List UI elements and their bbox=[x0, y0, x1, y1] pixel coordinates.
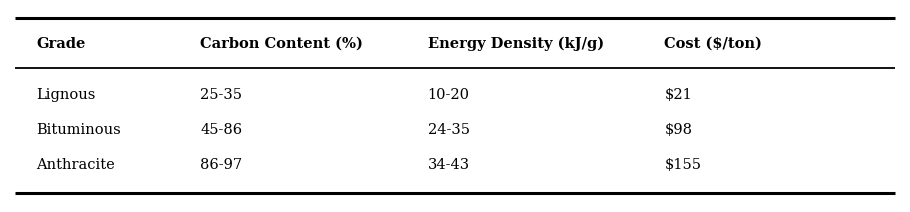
Text: 24-35: 24-35 bbox=[428, 123, 470, 137]
Text: 10-20: 10-20 bbox=[428, 88, 470, 102]
Text: Anthracite: Anthracite bbox=[36, 158, 116, 172]
Text: Carbon Content (%): Carbon Content (%) bbox=[200, 37, 363, 51]
Text: $21: $21 bbox=[664, 88, 692, 102]
Text: Cost ($/ton): Cost ($/ton) bbox=[664, 37, 763, 51]
Text: Grade: Grade bbox=[36, 37, 86, 51]
Text: 25-35: 25-35 bbox=[200, 88, 242, 102]
Text: 45-86: 45-86 bbox=[200, 123, 242, 137]
Text: Energy Density (kJ/g): Energy Density (kJ/g) bbox=[428, 37, 604, 51]
Text: 34-43: 34-43 bbox=[428, 158, 470, 172]
Text: 86-97: 86-97 bbox=[200, 158, 242, 172]
Text: $155: $155 bbox=[664, 158, 702, 172]
Text: $98: $98 bbox=[664, 123, 693, 137]
Text: Lignous: Lignous bbox=[36, 88, 96, 102]
Text: Bituminous: Bituminous bbox=[36, 123, 121, 137]
